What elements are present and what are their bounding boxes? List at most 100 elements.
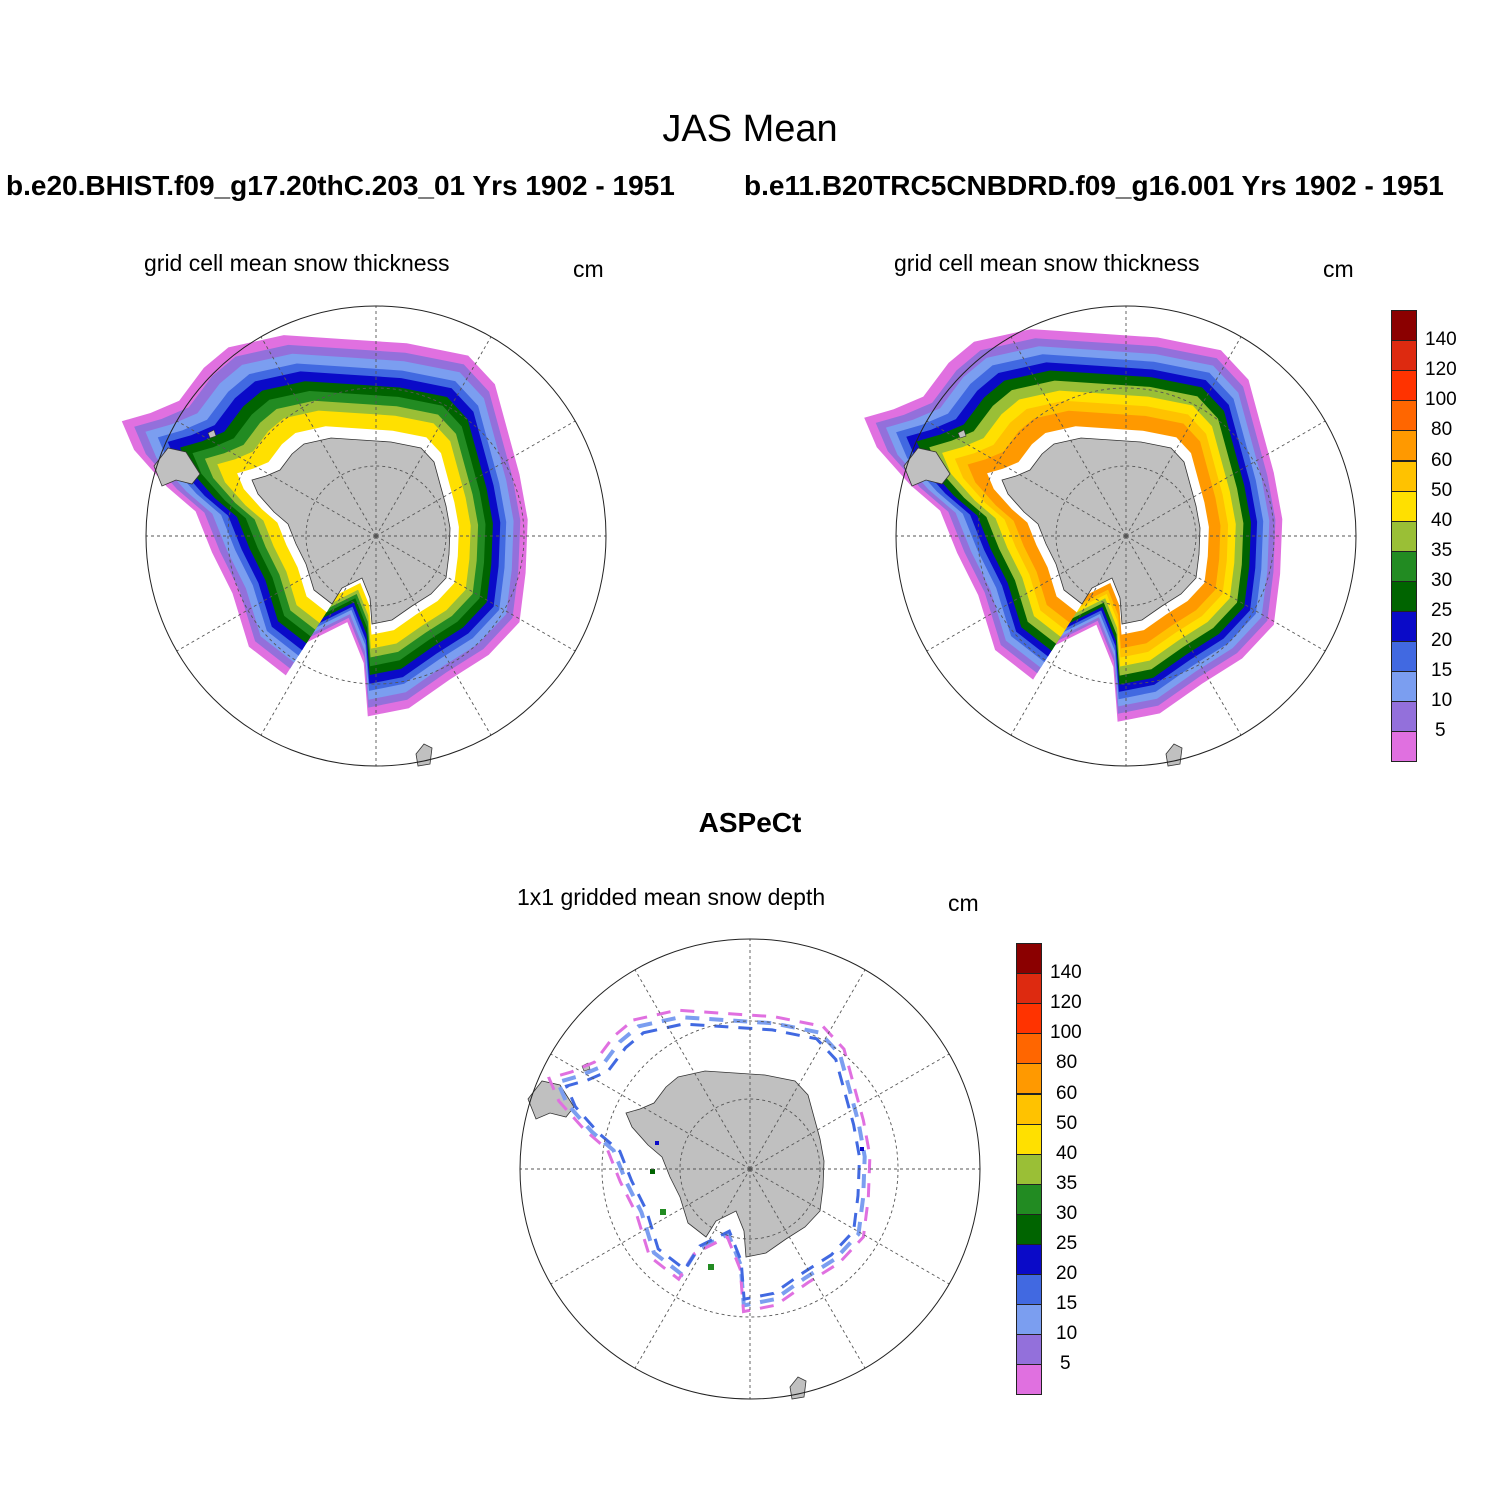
map-boundary — [519, 938, 981, 1400]
falkland-islands — [957, 429, 967, 439]
colorbar-swatch — [1391, 400, 1417, 432]
colorbar-tick-label: 120 — [1050, 992, 1082, 1014]
left-case-title: b.e20.BHIST.f09_g17.20thC.203_01 Yrs 190… — [6, 170, 675, 201]
colorbar-swatch — [1016, 1304, 1042, 1336]
colorbar-swatch — [1016, 1093, 1042, 1125]
colorbar-swatch — [1016, 973, 1042, 1005]
colorbar-tick-label: 35 — [1056, 1172, 1078, 1194]
left-variable-label: grid cell mean snow thickness — [144, 250, 450, 276]
right-case-title: b.e11.B20TRC5CNBDRD.f09_g16.001 Yrs 1902… — [744, 170, 1444, 201]
meridian-line — [926, 420, 1127, 537]
antarctica-landmass — [1001, 437, 1201, 625]
latitude-circle — [305, 465, 447, 607]
colorbar-tick-label: 30 — [1056, 1202, 1078, 1224]
colorbar-tick-label: 40 — [1056, 1142, 1078, 1164]
meridian-line — [176, 420, 377, 537]
colorbar-swatch — [1016, 1364, 1042, 1396]
latitude-circle — [601, 1020, 899, 1318]
colorbar-swatch — [1016, 1244, 1042, 1276]
figure-title: JAS Mean — [662, 108, 838, 150]
colorbar-tick-label: 25 — [1056, 1233, 1078, 1254]
ship-track-observation — [547, 1008, 872, 1314]
colorbar-swatch — [1391, 520, 1417, 552]
south-america-tip — [153, 447, 201, 487]
meridian-line — [1125, 420, 1326, 537]
colorbar-swatch — [1016, 1003, 1042, 1035]
meridian-line — [375, 535, 492, 736]
meridian-line — [260, 336, 377, 537]
colorbar-swatch — [1391, 340, 1417, 372]
map-boundary — [145, 305, 607, 767]
obs-polar-map — [519, 938, 981, 1400]
colorbar-tick-label: 20 — [1431, 630, 1453, 652]
right-polar-map — [864, 305, 1357, 767]
colorbar-swatch — [1016, 1274, 1042, 1306]
meridian-line — [260, 535, 377, 736]
colorbar-swatch — [1391, 701, 1417, 733]
map-boundary — [895, 305, 1357, 767]
colorbar-tick-label: 50 — [1431, 479, 1453, 501]
colorbar-tick-label: 10 — [1431, 690, 1453, 712]
colorbar-swatch — [1391, 370, 1417, 402]
colorbar-tick-label: 10 — [1056, 1323, 1078, 1345]
meridian-line — [634, 1168, 751, 1369]
meridian-line — [926, 535, 1127, 652]
observation-cell — [660, 1209, 666, 1215]
colorbar-tick-label: 40 — [1431, 509, 1453, 531]
colorbar-tick-label: 100 — [1050, 1022, 1082, 1044]
meridian-line — [375, 535, 576, 652]
colorbar-tick-label: 140 — [1050, 962, 1082, 984]
latitude-circle — [977, 387, 1275, 685]
meridian-line — [749, 1053, 950, 1170]
colorbar-swatch — [1391, 580, 1417, 612]
meridian-line — [176, 535, 377, 652]
colorbar-swatch — [1016, 943, 1042, 975]
right-units-label: cm — [1323, 256, 1354, 282]
colorbar-tick-label: 60 — [1056, 1082, 1078, 1104]
colorbar-swatch — [1016, 1334, 1042, 1366]
latitude-circle — [679, 1098, 821, 1240]
ship-track-observation — [564, 1022, 862, 1302]
colorbar-tick-label: 20 — [1056, 1263, 1078, 1285]
latitude-circle — [1055, 465, 1197, 607]
colorbar-tick-label: 5 — [1060, 1353, 1071, 1375]
meridian-line — [1125, 336, 1242, 537]
colorbar-tick-label: 25 — [1431, 600, 1453, 621]
colorbar-tick-label: 100 — [1425, 389, 1457, 411]
colorbar-tick-label: 30 — [1431, 569, 1453, 591]
colorbar-tick-label: 60 — [1431, 449, 1453, 471]
meridian-line — [1125, 535, 1326, 652]
meridian-line — [1010, 336, 1127, 537]
colorbar-swatch — [1016, 1213, 1042, 1245]
falkland-islands — [207, 429, 217, 439]
colorbar-swatch — [1391, 671, 1417, 703]
latitude-circle — [227, 387, 525, 685]
observation-cell — [650, 1169, 655, 1174]
colorbar-swatch — [1391, 550, 1417, 582]
colorbar-swatch — [1016, 1153, 1042, 1185]
colorbar-swatch — [1016, 1123, 1042, 1155]
colorbar-swatch — [1016, 1033, 1042, 1065]
south-america-tip — [903, 447, 951, 487]
colorbar-swatch — [1391, 310, 1417, 342]
meridian-line — [1125, 535, 1242, 736]
obs-panel-title: ASPeCt — [698, 807, 802, 838]
colorbar-tick-label: 35 — [1431, 539, 1453, 561]
colorbar-tick-label: 80 — [1431, 419, 1453, 441]
meridian-line — [375, 336, 492, 537]
obs-units-label: cm — [948, 890, 979, 916]
colorbar-swatch — [1391, 490, 1417, 522]
right-variable-label: grid cell mean snow thickness — [894, 250, 1200, 276]
left-units-label: cm — [573, 256, 604, 282]
colorbar-tick-label: 5 — [1435, 720, 1446, 742]
colorbar-tick-label: 120 — [1425, 359, 1457, 381]
colorbar-tick-label: 15 — [1056, 1293, 1078, 1315]
antarctica-landmass — [625, 1070, 825, 1258]
meridian-line — [749, 969, 866, 1170]
colorbar-swatch — [1391, 460, 1417, 492]
colorbar-swatch — [1391, 731, 1417, 763]
meridian-line — [550, 1168, 751, 1285]
meridian-line — [749, 1168, 866, 1369]
left-polar-map — [121, 305, 607, 767]
colorbar-tick-label: 50 — [1056, 1112, 1078, 1134]
